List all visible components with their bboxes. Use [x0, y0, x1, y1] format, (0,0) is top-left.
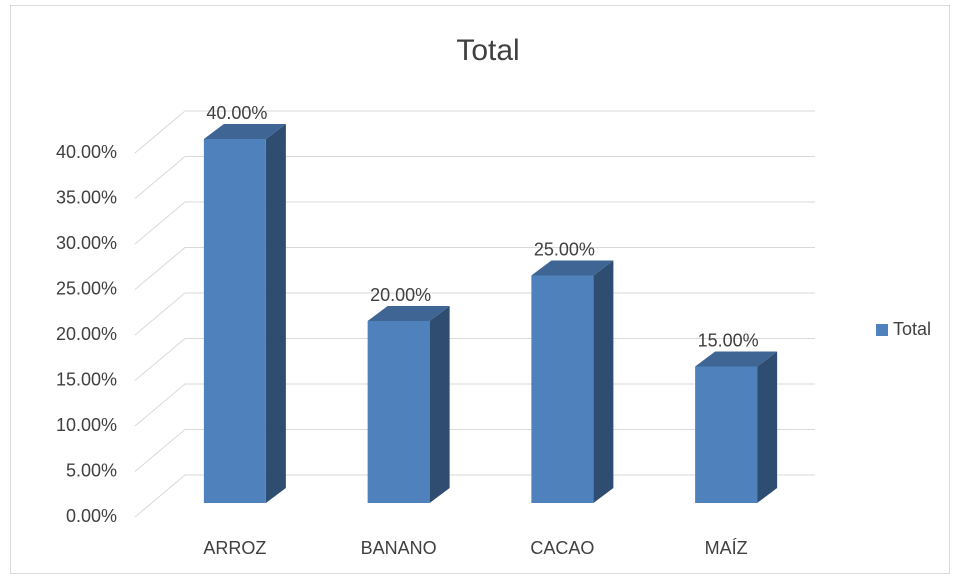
- bar-top: [203, 124, 286, 139]
- chart-title: Total: [456, 34, 519, 67]
- bar-front: [695, 366, 758, 503]
- grid-line: [134, 247, 815, 290]
- y-tick-label: 5.00%: [66, 460, 117, 480]
- grid-line: [134, 156, 815, 199]
- bar: [531, 260, 614, 503]
- y-tick-label: 20.00%: [56, 324, 117, 344]
- y-tick-label: 15.00%: [56, 369, 117, 389]
- legend-label: Total: [893, 319, 931, 339]
- x-tick-label: MAÍZ: [705, 538, 748, 558]
- grid-line: [134, 201, 815, 245]
- bar-top: [531, 260, 614, 276]
- bar: [367, 306, 450, 503]
- y-tick-label: 30.00%: [56, 233, 117, 253]
- data-label: 20.00%: [370, 285, 431, 305]
- chart-border: [10, 5, 950, 574]
- bar-top: [695, 351, 778, 367]
- grid-line: [134, 110, 815, 154]
- x-tick-label: CACAO: [530, 538, 594, 558]
- y-tick-label: 0.00%: [66, 506, 117, 526]
- data-label: 25.00%: [534, 239, 595, 259]
- bar: [203, 124, 286, 503]
- bar-side: [429, 306, 450, 503]
- x-tick-label: BANANO: [361, 538, 437, 558]
- y-tick-label: 35.00%: [56, 187, 117, 207]
- bar-side: [757, 351, 778, 503]
- bar-side: [265, 124, 286, 503]
- y-tick-label: 40.00%: [56, 142, 117, 162]
- data-label: 15.00%: [698, 330, 759, 350]
- y-tick-label: 10.00%: [56, 415, 117, 435]
- bar-top: [367, 306, 450, 321]
- y-tick-label: 25.00%: [56, 278, 117, 298]
- bar-side: [593, 260, 614, 503]
- bar-front: [367, 321, 430, 503]
- legend-swatch: [876, 324, 888, 336]
- bar-front: [531, 275, 594, 503]
- bar: [695, 351, 778, 503]
- bar-front: [203, 139, 266, 503]
- data-label: 40.00%: [206, 103, 267, 123]
- x-tick-label: ARROZ: [203, 538, 266, 558]
